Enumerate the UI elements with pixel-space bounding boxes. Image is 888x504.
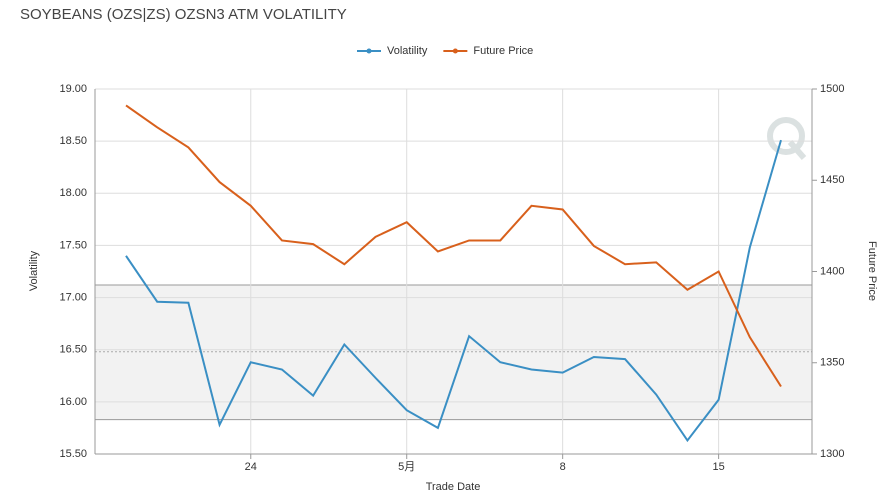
series-line [125, 104, 782, 388]
legend-marker [366, 48, 372, 54]
y-tick-label: 15.50 [59, 448, 87, 460]
legend-label: Future Price [473, 45, 533, 57]
legend-label: Volatility [387, 45, 428, 57]
legend-marker [452, 48, 458, 54]
band [95, 285, 812, 420]
y-tick-label: 19.00 [59, 83, 87, 95]
y2-tick-label: 1400 [820, 265, 844, 277]
y-axis-label: Volatility [28, 250, 40, 291]
series-line [125, 139, 782, 443]
y-tick-label: 18.50 [59, 135, 87, 147]
x-axis-label: Trade Date [426, 481, 481, 493]
y-tick-label: 16.50 [59, 344, 87, 356]
y2-tick-label: 1350 [820, 357, 844, 369]
y2-tick-label: 1500 [820, 83, 844, 95]
chart-title: SOYBEANS (OZS|ZS) OZSN3 ATM VOLATILITY [20, 6, 347, 23]
x-tick-label: 15 [712, 461, 724, 473]
y2-tick-label: 1450 [820, 174, 844, 186]
x-tick-label: 8 [560, 461, 566, 473]
y2-tick-label: 1300 [820, 448, 844, 460]
x-tick-label: 5月 [398, 461, 415, 473]
x-tick-label: 24 [245, 461, 257, 473]
y-tick-label: 17.50 [59, 239, 87, 251]
watermark [767, 117, 807, 160]
y2-axis-label: Future Price [866, 241, 878, 301]
y-tick-label: 17.00 [59, 291, 87, 303]
y-tick-label: 16.00 [59, 396, 87, 408]
y-tick-label: 18.00 [59, 187, 87, 199]
